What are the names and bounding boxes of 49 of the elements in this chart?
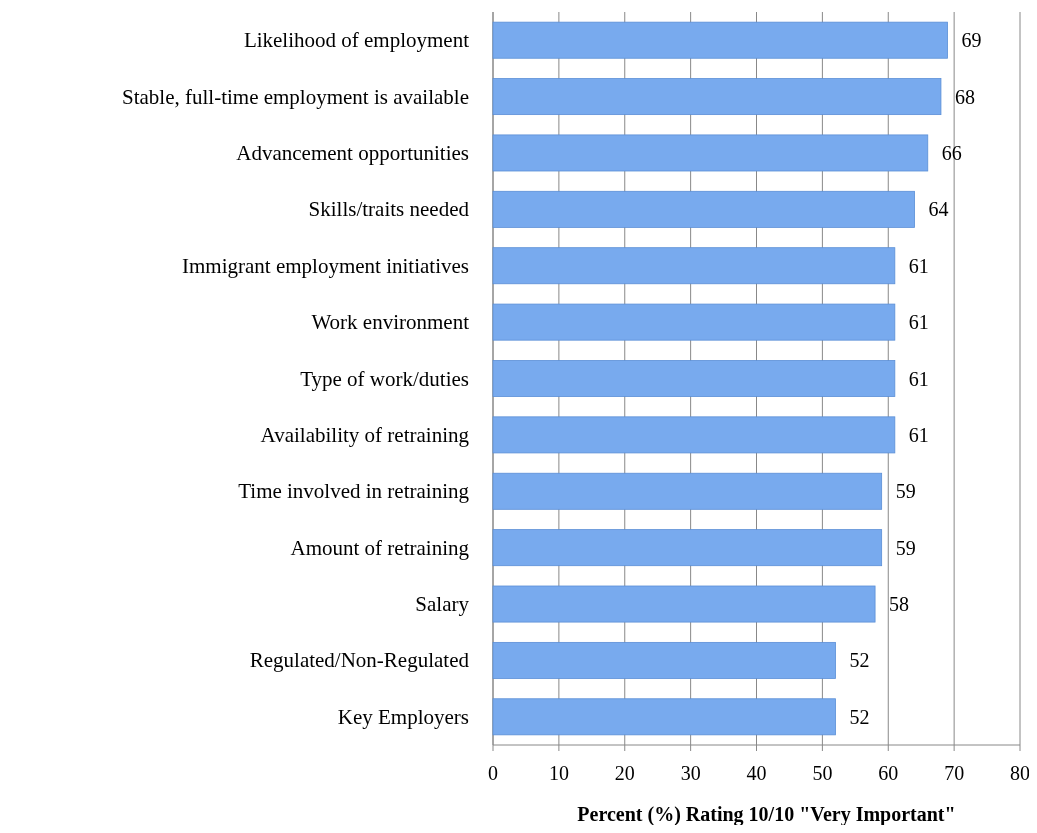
y-tick-label: Key Employers <box>337 704 469 729</box>
y-tick-label: Type of work/duties <box>300 366 469 391</box>
x-tick-label: 80 <box>1010 762 1030 784</box>
data-label: 59 <box>895 536 916 559</box>
y-tick-label: Time involved in retraining <box>238 479 470 504</box>
bar <box>492 134 929 172</box>
y-tick-label: Amount of retraining <box>290 535 470 560</box>
bar <box>492 472 883 510</box>
bar <box>492 416 896 454</box>
data-label: 58 <box>889 593 910 616</box>
data-label: 52 <box>849 705 870 728</box>
bar <box>492 303 896 341</box>
data-label: 69 <box>961 29 982 52</box>
bar <box>492 641 836 679</box>
x-tick-label: 30 <box>680 762 701 784</box>
bar <box>492 190 915 228</box>
bar <box>492 529 883 567</box>
x-axis-title: Percent (%) Rating 10/10 "Very Important" <box>577 803 956 826</box>
data-label: 52 <box>849 649 870 672</box>
y-tick-label: Skills/traits needed <box>308 197 470 222</box>
y-tick-label: Availability of retraining <box>260 422 470 447</box>
x-tick-label: 50 <box>812 762 833 784</box>
y-tick-label: Salary <box>415 592 470 617</box>
bar <box>492 247 896 285</box>
y-tick-label: Stable, full-time employment is available <box>122 84 469 109</box>
y-tick-label: Likelihood of employment <box>243 28 470 53</box>
data-label: 61 <box>908 254 929 277</box>
y-tick-label: Advancement opportunities <box>236 140 469 165</box>
data-label: 61 <box>908 367 929 390</box>
data-label: 64 <box>928 198 949 221</box>
bar <box>492 698 836 736</box>
y-tick-label: Regulated/Non-Regulated <box>249 648 470 673</box>
x-tick-label: 40 <box>746 762 767 784</box>
bar <box>492 78 942 116</box>
x-tick-label: 10 <box>548 762 569 784</box>
bar <box>492 360 896 397</box>
x-tick-label: 60 <box>878 762 899 784</box>
bar <box>492 21 948 59</box>
x-tick-label: 20 <box>614 762 635 784</box>
data-label: 61 <box>908 423 929 446</box>
x-tick-label: 0 <box>488 762 498 784</box>
y-tick-label: Work environment <box>311 310 470 335</box>
data-label: 59 <box>895 480 916 503</box>
data-label: 66 <box>941 141 962 164</box>
data-label: 61 <box>908 311 929 334</box>
x-tick-label: 70 <box>944 762 965 784</box>
data-label: 68 <box>954 85 975 108</box>
y-tick-label: Immigrant employment initiatives <box>182 253 469 278</box>
bar <box>492 585 876 623</box>
